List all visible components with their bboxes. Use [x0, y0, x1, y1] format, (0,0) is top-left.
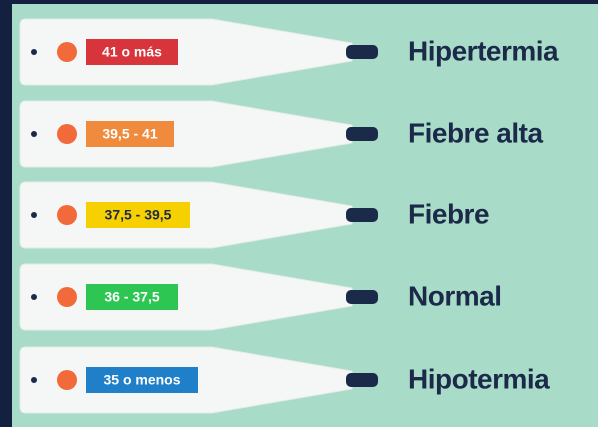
bulb — [57, 205, 77, 225]
status-label: Hipotermia — [408, 363, 550, 394]
left-border — [0, 0, 12, 427]
bulb — [57, 42, 77, 62]
thermometer-tip — [346, 45, 378, 59]
status-label: Fiebre alta — [408, 117, 543, 148]
top-border — [0, 0, 598, 4]
range-label: 35 o menos — [103, 372, 180, 388]
status-label: Normal — [408, 280, 501, 311]
status-label: Hipertermia — [408, 35, 559, 66]
thermometer-tip — [346, 127, 378, 141]
thermometer-tip — [346, 208, 378, 222]
bulb — [57, 370, 77, 390]
dot — [31, 49, 37, 55]
range-label: 37,5 - 39,5 — [105, 207, 172, 223]
status-label: Fiebre — [408, 198, 489, 229]
range-label: 39,5 - 41 — [102, 126, 157, 142]
dot — [31, 212, 37, 218]
thermometer-tip — [346, 373, 378, 387]
dot — [31, 131, 37, 137]
infographic: 41 o más Hipertermia 39,5 - 41 Fiebre alta 3… — [0, 0, 598, 427]
bulb — [57, 124, 77, 144]
range-label: 36 - 37,5 — [104, 289, 159, 305]
thermometer-tip — [346, 290, 378, 304]
range-label: 41 o más — [102, 44, 162, 60]
dot — [31, 377, 37, 383]
dot — [31, 294, 37, 300]
bulb — [57, 287, 77, 307]
